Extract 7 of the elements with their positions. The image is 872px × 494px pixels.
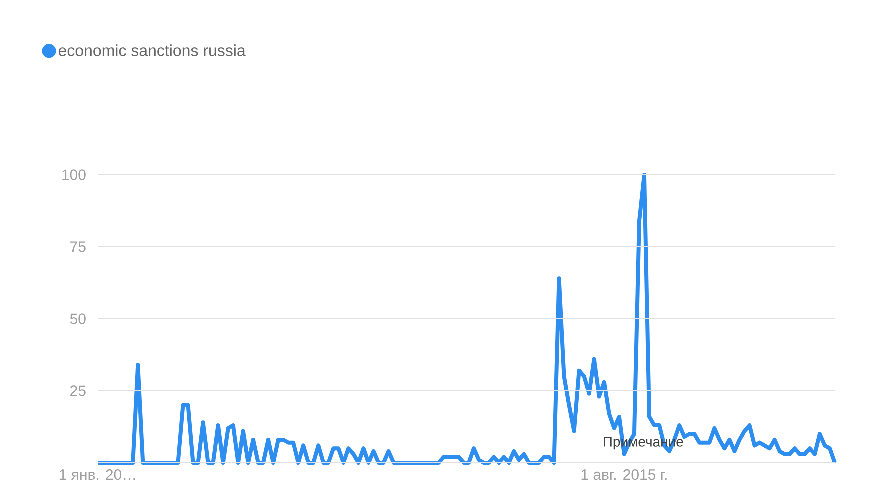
x-tick-label: 1 янв. 20… <box>60 470 136 480</box>
y-tick-label: 50 <box>70 314 86 324</box>
y-tick-label: 25 <box>70 386 86 396</box>
y-tick-label: 75 <box>70 242 86 252</box>
legend-label: economic sanctions russia <box>58 44 246 56</box>
x-tick-label: 1 авг. 2015 г. <box>582 470 667 480</box>
y-tick-label: 100 <box>62 170 86 180</box>
